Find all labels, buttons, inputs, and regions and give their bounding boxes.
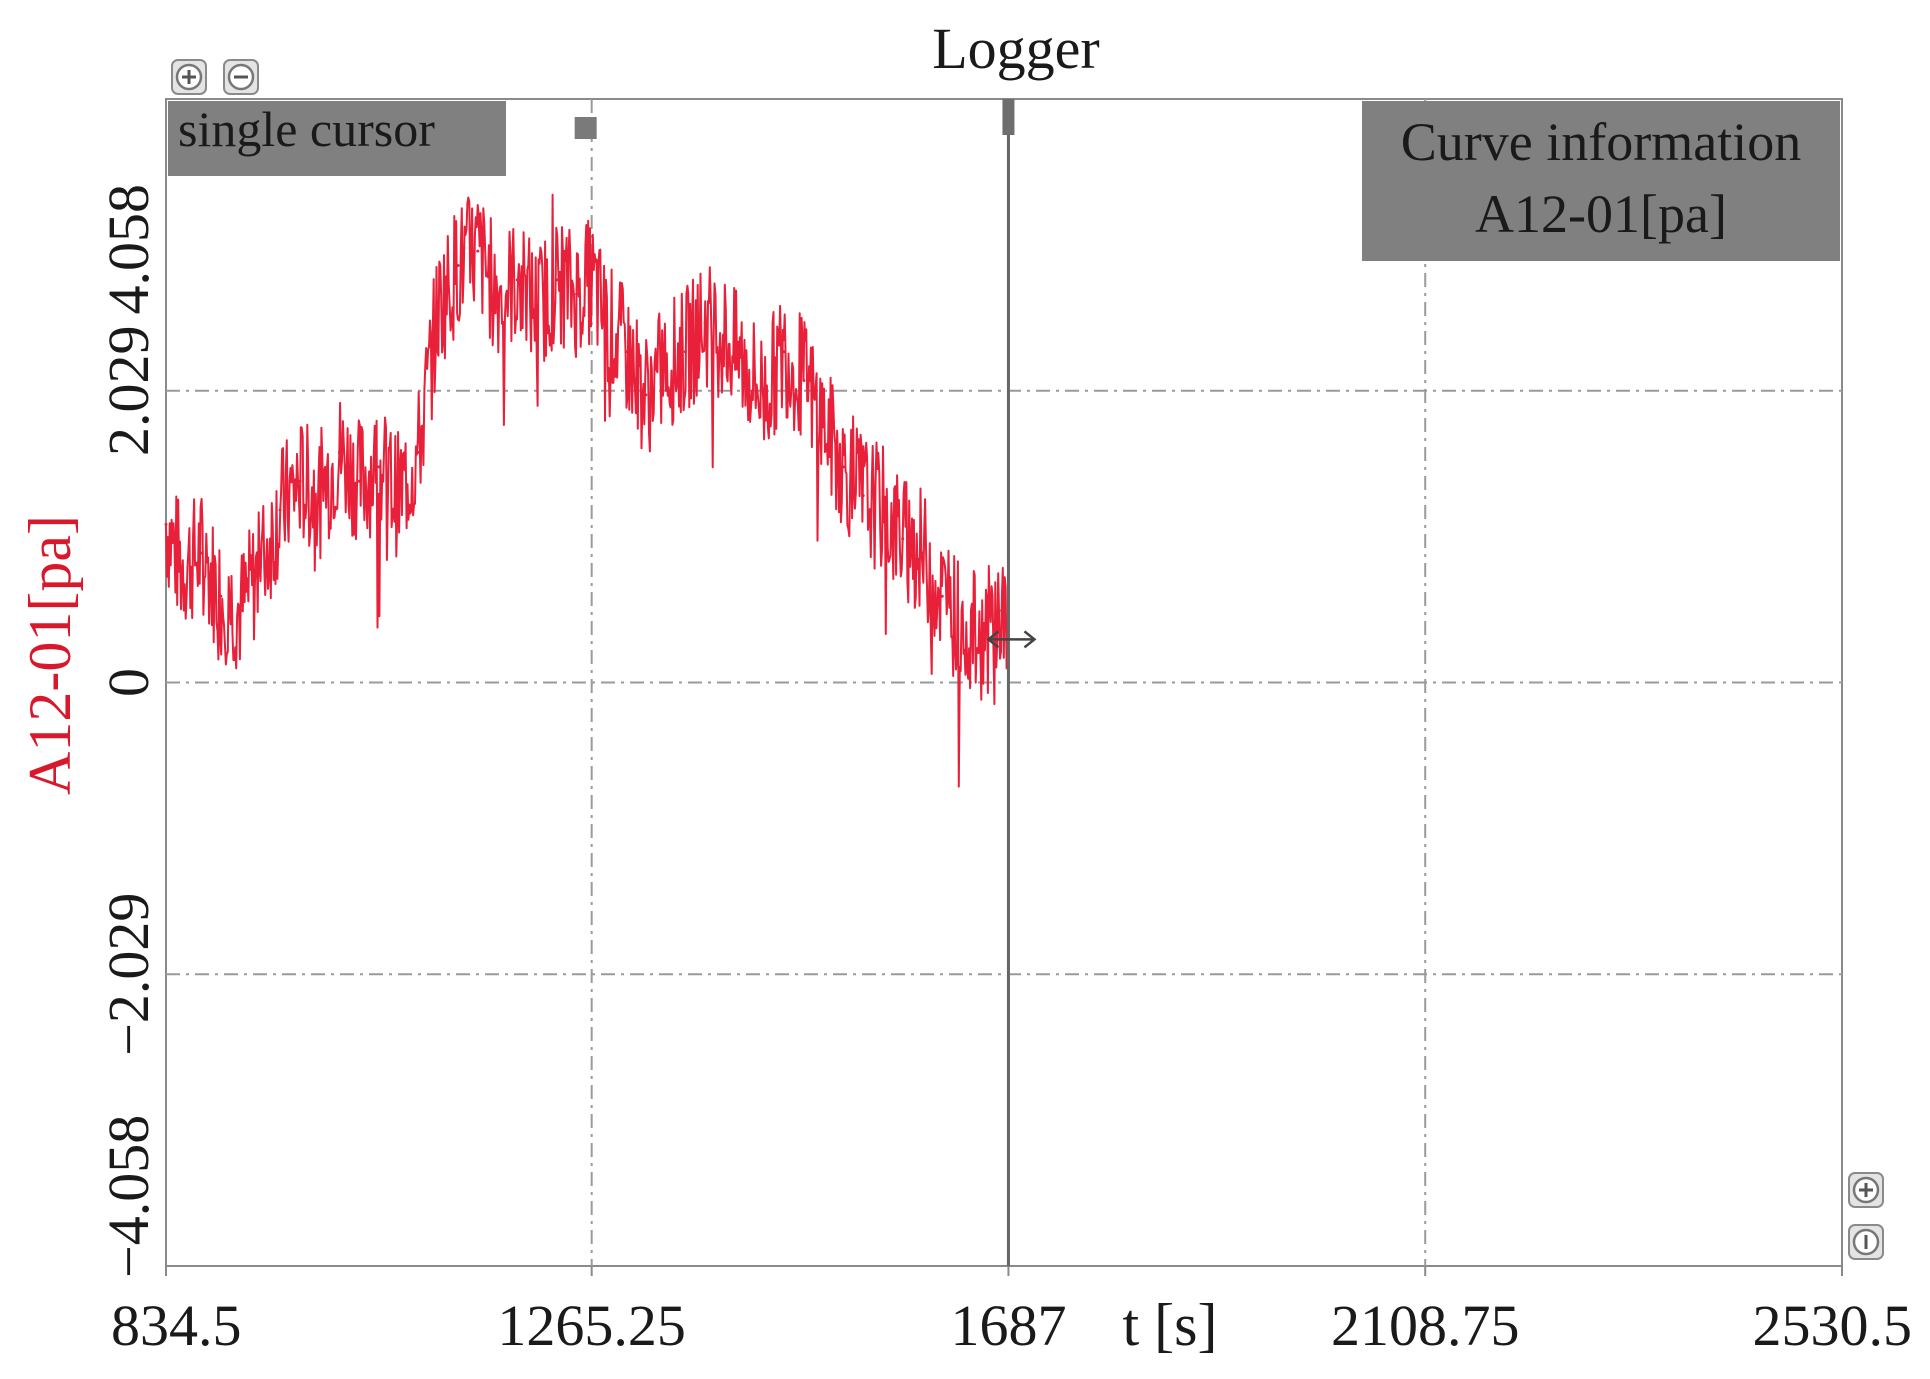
cursor-position-marker[interactable] xyxy=(574,117,597,139)
series-point xyxy=(515,278,519,282)
series-point xyxy=(683,350,687,354)
series-point xyxy=(1000,609,1004,613)
series-point xyxy=(164,522,168,526)
series-point xyxy=(723,335,727,339)
cursor-handle[interactable] xyxy=(1002,99,1015,135)
y-tick-label: −2.029 xyxy=(96,893,161,1056)
x-tick-label: 834.5 xyxy=(111,1293,242,1358)
series-point xyxy=(822,422,826,426)
x-tick-label: 2530.5 xyxy=(1753,1293,1913,1358)
y-axis-label: A12-01[pa] xyxy=(17,515,83,795)
series-point xyxy=(782,350,786,354)
zoom-in-icon[interactable] xyxy=(171,59,207,95)
series-point xyxy=(199,551,203,555)
y-tick-label: −4.058 xyxy=(96,1115,161,1278)
series-line xyxy=(165,193,1010,788)
series-point xyxy=(644,393,648,397)
series-point xyxy=(703,321,707,325)
series-point xyxy=(980,637,984,641)
series-point xyxy=(456,264,460,268)
curve-info-title: Curve information xyxy=(1401,112,1801,172)
series-point xyxy=(397,494,401,498)
y-tick-label: 4.058 xyxy=(96,184,161,315)
single-cursor-panel xyxy=(168,101,506,176)
series-point xyxy=(436,307,440,311)
y-axis-ticks: −4.058 −2.029 0 2.029 4.058 xyxy=(96,184,161,1278)
series-point xyxy=(555,278,559,282)
series-point xyxy=(357,479,361,483)
time-zoom-in-icon[interactable] xyxy=(1848,1172,1884,1208)
x-tick-label: 1687 xyxy=(950,1293,1066,1358)
series-point xyxy=(940,594,944,598)
series-point xyxy=(179,565,183,569)
series-point xyxy=(624,350,628,354)
series-point xyxy=(604,321,608,325)
series-point xyxy=(762,393,766,397)
series-point xyxy=(496,292,500,296)
series-point xyxy=(802,379,806,383)
series-point xyxy=(920,551,924,555)
series-point xyxy=(278,508,282,512)
series-point xyxy=(219,594,223,598)
series-point xyxy=(337,450,341,454)
cursor-drag-arrow-icon[interactable] xyxy=(986,630,1037,649)
series-point xyxy=(881,508,885,512)
single-cursor-label: single cursor xyxy=(178,101,435,157)
y-tick-label: 2.029 xyxy=(96,326,161,457)
series-point xyxy=(318,494,322,498)
x-axis-label: t [s] xyxy=(1123,1292,1218,1358)
series-point xyxy=(476,249,480,253)
series-point xyxy=(743,364,747,368)
series-point xyxy=(258,565,262,569)
curve-info-box xyxy=(1362,101,1840,261)
series-point xyxy=(298,479,302,483)
x-tick-label: 1265.25 xyxy=(497,1293,686,1358)
series-point xyxy=(416,450,420,454)
time-zoom-out-icon[interactable] xyxy=(1848,1224,1884,1260)
series-point xyxy=(841,465,845,469)
series-point xyxy=(575,292,579,296)
chart-title: Logger xyxy=(932,16,1100,81)
series-point xyxy=(861,494,865,498)
series-point xyxy=(535,307,539,311)
series-point xyxy=(664,364,668,368)
series-point xyxy=(239,609,243,613)
series-point xyxy=(960,623,964,627)
curve-info-series: A12-01[pa] xyxy=(1475,184,1727,244)
x-tick-label: 2108.75 xyxy=(1331,1293,1520,1358)
zoom-out-icon[interactable] xyxy=(223,59,259,95)
y-tick-label: 0 xyxy=(96,668,161,697)
series-point xyxy=(901,537,905,541)
series-point xyxy=(377,465,381,469)
series-group xyxy=(164,193,1010,788)
x-axis-ticks: 834.5 1265.25 1687 2108.75 2530.5 xyxy=(111,1266,1912,1358)
series-point xyxy=(589,278,593,282)
